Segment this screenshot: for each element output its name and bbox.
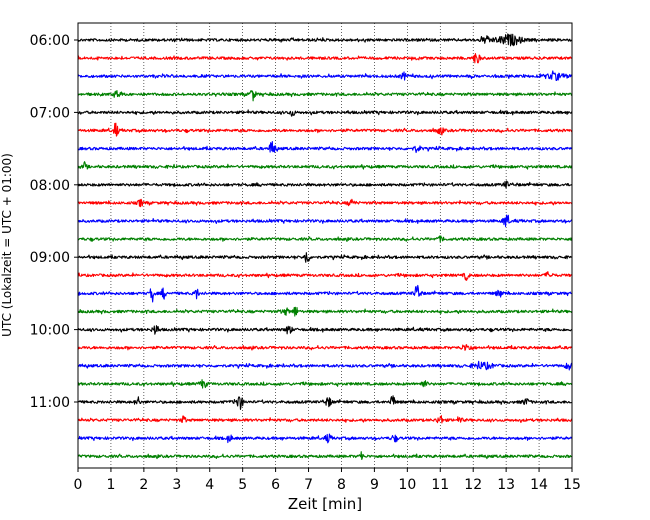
x-tick-label: 14 bbox=[530, 477, 548, 493]
seismic-trace bbox=[77, 33, 573, 47]
x-tick-label: 6 bbox=[271, 477, 280, 493]
x-tick-label: 4 bbox=[205, 477, 214, 493]
y-axis-ticks: 06:00 07:00 08:00 09:00 10:00 11:00 bbox=[30, 33, 78, 411]
y-tick-label: 06:00 bbox=[30, 33, 70, 49]
seismic-trace bbox=[77, 140, 573, 154]
seismic-trace bbox=[77, 235, 573, 243]
seismic-trace bbox=[77, 433, 573, 444]
x-axis-ticks: 0 1 2 3 4 5 6 7 8 9 10 11 12 13 14 15 bbox=[74, 468, 581, 493]
seismic-trace bbox=[77, 271, 573, 281]
y-tick-label: 07:00 bbox=[30, 105, 70, 121]
x-tick-label: 11 bbox=[431, 477, 449, 493]
seismic-trace bbox=[77, 109, 573, 117]
seismic-trace bbox=[77, 53, 573, 64]
seismic-trace bbox=[77, 70, 573, 81]
seismic-trace bbox=[77, 415, 573, 424]
seismic-trace bbox=[77, 344, 573, 351]
y-tick-label: 09:00 bbox=[30, 250, 70, 266]
seismic-trace bbox=[77, 360, 573, 371]
x-tick-label: 3 bbox=[172, 477, 181, 493]
seismic-trace bbox=[77, 161, 573, 170]
x-tick-label: 2 bbox=[139, 477, 148, 493]
x-tick-label: 0 bbox=[74, 477, 83, 493]
y-axis-label: UTC (Lokalzeit = UTC + 01:00) bbox=[0, 153, 14, 337]
x-tick-label: 15 bbox=[563, 477, 581, 493]
seismic-trace bbox=[77, 90, 573, 102]
x-tick-label: 13 bbox=[497, 477, 515, 493]
seismic-trace bbox=[77, 451, 573, 461]
y-tick-label: 11:00 bbox=[30, 395, 70, 411]
plot-background bbox=[78, 23, 572, 468]
plot-frame bbox=[77, 22, 573, 469]
seismic-trace bbox=[77, 122, 573, 137]
seismic-trace bbox=[77, 379, 573, 389]
x-tick-label: 5 bbox=[238, 477, 247, 493]
seismic-trace bbox=[77, 325, 573, 335]
seismic-trace bbox=[77, 284, 573, 303]
x-tick-label: 9 bbox=[370, 477, 379, 493]
vertical-grid bbox=[110, 23, 540, 468]
seismic-trace bbox=[77, 395, 573, 410]
seismic-trace bbox=[77, 306, 573, 317]
x-tick-label: 1 bbox=[106, 477, 115, 493]
y-tick-label: 10:00 bbox=[30, 323, 70, 339]
y-tick-label: 08:00 bbox=[30, 178, 70, 194]
x-axis-label: Zeit [min] bbox=[288, 495, 362, 513]
x-tick-label: 12 bbox=[464, 477, 482, 493]
seismic-trace bbox=[77, 198, 573, 208]
x-tick-label: 10 bbox=[398, 477, 416, 493]
x-tick-label: 7 bbox=[304, 477, 313, 493]
trace-group bbox=[77, 33, 573, 461]
x-tick-label: 8 bbox=[337, 477, 346, 493]
seismic-trace bbox=[77, 214, 573, 227]
seismic-trace bbox=[77, 180, 573, 189]
seismic-trace bbox=[77, 252, 573, 263]
